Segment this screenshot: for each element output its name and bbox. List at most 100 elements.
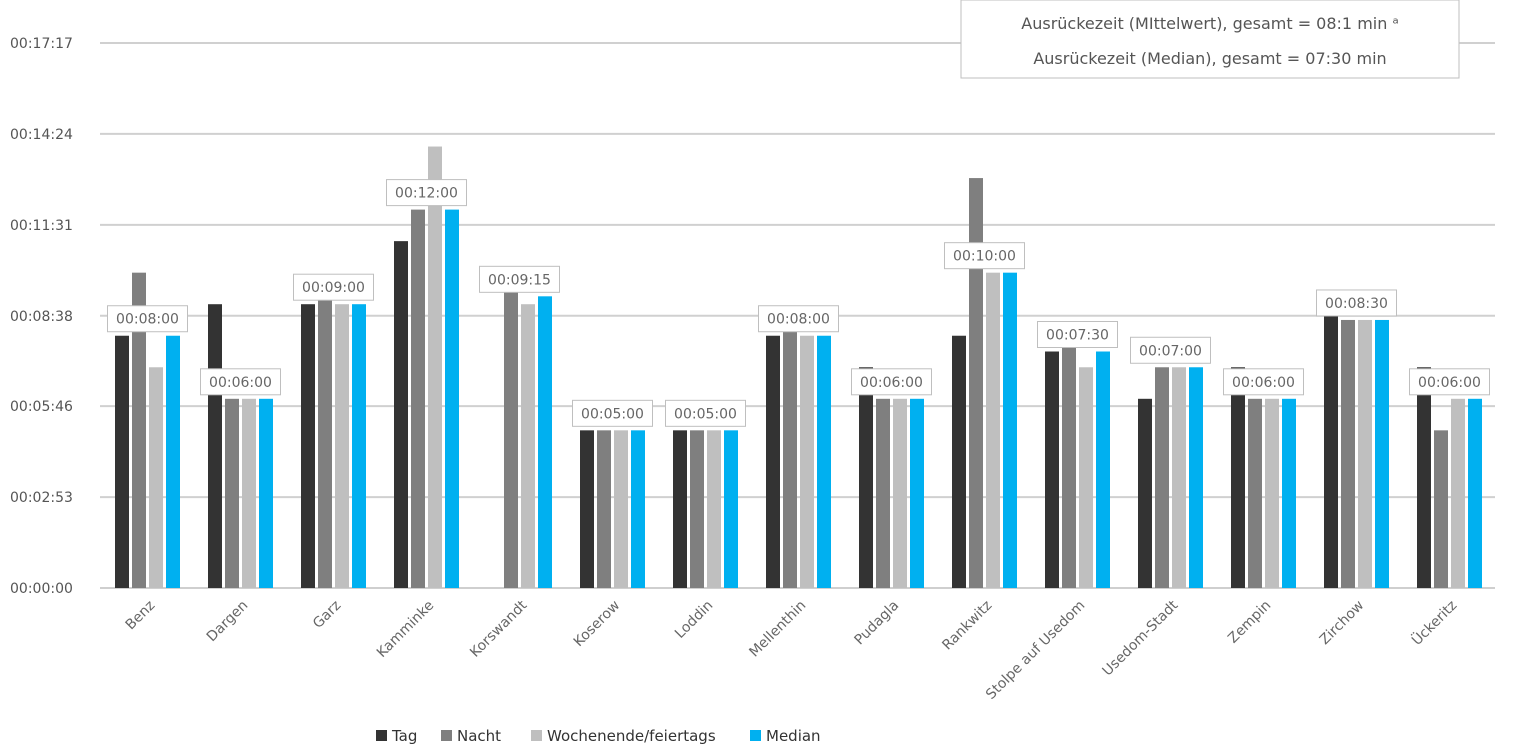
summary-box: Ausrückezeit (MIttelwert), gesamt = 08:1… xyxy=(960,0,1460,79)
legend: Tag Nacht Wochenende/feiertags Median xyxy=(376,727,821,745)
bar-tag xyxy=(766,335,780,588)
x-category-label: Kamminke xyxy=(374,598,437,661)
svg-text:00:07:30: 00:07:30 xyxy=(1046,328,1109,344)
summary-mean-text: Ausrückezeit (MIttelwert), gesamt = 08:1… xyxy=(1021,14,1398,33)
bar-nacht xyxy=(318,296,332,588)
bar-median xyxy=(259,398,273,588)
bar-wochenende-feiertags xyxy=(1265,398,1279,588)
x-axis-labels: Benz Dargen Garz Kamminke Korswandt Koserow Lo… xyxy=(123,596,1461,703)
bar-median xyxy=(1096,351,1110,588)
bar-median xyxy=(166,335,180,588)
x-category-label: Ückeritz xyxy=(1408,596,1461,649)
y-tick-label: 00:08:38 xyxy=(10,309,73,325)
bar-nacht xyxy=(690,430,704,588)
bar-nacht xyxy=(132,272,146,588)
y-tick-label: 00:05:46 xyxy=(10,399,73,415)
y-axis-ticks: 00:00:00 00:02:53 00:05:46 00:08:38 00:11:31… xyxy=(10,36,73,597)
svg-text:00:06:00: 00:06:00 xyxy=(209,375,272,391)
svg-text:00:06:00: 00:06:00 xyxy=(860,375,923,391)
median-data-label: 00:09:15 xyxy=(479,265,560,293)
bar-nacht xyxy=(1248,398,1262,588)
x-category-label: Pudagla xyxy=(851,598,902,649)
bar-nacht xyxy=(225,398,239,588)
bar-nacht xyxy=(783,327,797,588)
bar-tag xyxy=(580,430,594,588)
legend-label: Nacht xyxy=(457,727,501,745)
bar-median xyxy=(538,296,552,588)
bar-tag xyxy=(1324,304,1338,588)
legend-label: Wochenende/feiertags xyxy=(547,727,716,745)
bar-wochenende-feiertags xyxy=(707,430,721,588)
svg-text:00:08:00: 00:08:00 xyxy=(116,312,179,328)
bar-median xyxy=(1003,272,1017,588)
legend-swatch xyxy=(441,730,452,741)
median-data-label: 00:09:00 xyxy=(293,273,374,301)
svg-text:00:05:00: 00:05:00 xyxy=(581,406,644,422)
bar-wochenende-feiertags xyxy=(614,430,628,588)
legend-item: Nacht xyxy=(441,727,501,745)
y-tick-label: 00:14:24 xyxy=(10,127,73,143)
bar-median xyxy=(631,430,645,588)
x-category-label: Zirchow xyxy=(1317,598,1368,649)
bar-nacht xyxy=(597,430,611,588)
median-data-label: 00:06:00 xyxy=(200,368,281,396)
svg-text:00:06:00: 00:06:00 xyxy=(1418,375,1481,391)
median-data-label: 00:08:00 xyxy=(107,305,188,333)
bar-tag xyxy=(859,367,873,588)
bar-nacht xyxy=(1341,319,1355,588)
svg-text:00:07:00: 00:07:00 xyxy=(1139,343,1202,359)
bar-median xyxy=(817,335,831,588)
svg-text:00:09:00: 00:09:00 xyxy=(302,280,365,296)
bar-wochenende-feiertags xyxy=(800,335,814,588)
bar-wochenende-feiertags xyxy=(1451,398,1465,588)
bar-nacht xyxy=(1434,430,1448,588)
bar-nacht xyxy=(969,178,983,588)
x-category-label: Benz xyxy=(123,598,159,634)
bar-median xyxy=(1282,398,1296,588)
bar-tag xyxy=(952,335,966,588)
x-category-label: Usedom-Stadt xyxy=(1100,597,1182,679)
x-category-label: Stolpe auf Usedom xyxy=(983,598,1088,703)
bar-nacht xyxy=(1062,343,1076,588)
legend-item: Wochenende/feiertags xyxy=(531,727,716,745)
bar-tag xyxy=(1045,351,1059,588)
bar-median xyxy=(352,304,366,588)
bar-wochenende-feiertags xyxy=(428,146,442,588)
bar-wochenende-feiertags xyxy=(242,398,256,588)
gridlines xyxy=(100,42,1495,589)
svg-text:00:08:00: 00:08:00 xyxy=(767,312,830,328)
x-category-label: Garz xyxy=(310,598,344,632)
y-tick-label: 00:17:17 xyxy=(10,36,73,52)
bar-median xyxy=(724,430,738,588)
median-labels: 00:08:00 00:06:00 00:09:00 00:12:00 00:09:15… xyxy=(107,179,1490,427)
bar-tag xyxy=(1138,398,1152,588)
summary-median-text: Ausrückezeit (Median), gesamt = 07:30 mi… xyxy=(1033,49,1386,68)
x-category-label: Dargen xyxy=(204,598,252,646)
legend-item: Median xyxy=(750,727,821,745)
median-data-label: 00:07:00 xyxy=(1130,336,1211,364)
bar-median xyxy=(1189,367,1203,588)
bar-wochenende-feiertags xyxy=(1172,367,1186,588)
svg-text:00:12:00: 00:12:00 xyxy=(395,186,458,202)
median-data-label: 00:10:00 xyxy=(944,242,1025,270)
bar-wochenende-feiertags xyxy=(893,398,907,588)
bar-wochenende-feiertags xyxy=(986,272,1000,588)
bar-median xyxy=(1375,319,1389,588)
bar-wochenende-feiertags xyxy=(1079,367,1093,588)
bar-tag xyxy=(301,304,315,588)
median-data-label: 00:06:00 xyxy=(1409,368,1490,396)
legend-label: Median xyxy=(766,727,821,745)
bar-nacht xyxy=(411,209,425,588)
bar-tag xyxy=(208,304,222,588)
x-category-label: Loddin xyxy=(672,598,716,642)
svg-text:00:06:00: 00:06:00 xyxy=(1232,375,1295,391)
median-data-label: 00:05:00 xyxy=(572,399,653,427)
x-category-label: Rankwitz xyxy=(939,598,995,654)
bar-tag xyxy=(115,335,129,588)
bars xyxy=(115,146,1482,588)
median-data-label: 00:08:30 xyxy=(1316,289,1397,317)
svg-text:00:09:15: 00:09:15 xyxy=(488,272,551,288)
median-data-label: 00:08:00 xyxy=(758,305,839,333)
bar-tag xyxy=(1231,367,1245,588)
median-data-label: 00:05:00 xyxy=(665,399,746,427)
